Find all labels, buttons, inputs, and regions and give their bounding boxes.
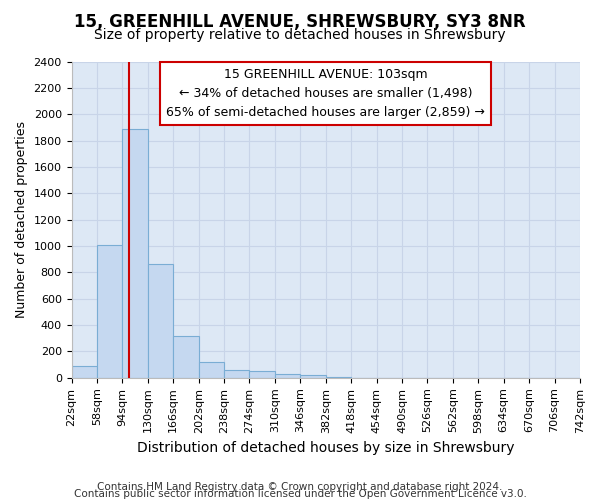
Y-axis label: Number of detached properties: Number of detached properties <box>15 121 28 318</box>
Text: 15, GREENHILL AVENUE, SHREWSBURY, SY3 8NR: 15, GREENHILL AVENUE, SHREWSBURY, SY3 8N… <box>74 12 526 30</box>
Bar <box>275 374 301 378</box>
Text: Contains HM Land Registry data © Crown copyright and database right 2024.: Contains HM Land Registry data © Crown c… <box>97 482 503 492</box>
Bar <box>97 244 122 378</box>
Text: Size of property relative to detached houses in Shrewsbury: Size of property relative to detached ho… <box>94 28 506 42</box>
Bar <box>71 366 97 378</box>
Text: 15 GREENHILL AVENUE: 103sqm
← 34% of detached houses are smaller (1,498)
65% of : 15 GREENHILL AVENUE: 103sqm ← 34% of det… <box>166 68 485 119</box>
Bar <box>122 128 148 378</box>
Text: Contains public sector information licensed under the Open Government Licence v3: Contains public sector information licen… <box>74 489 526 499</box>
Bar <box>173 336 199 378</box>
Bar <box>301 374 326 378</box>
Bar <box>148 264 173 378</box>
Bar <box>250 371 275 378</box>
Bar <box>224 370 250 378</box>
X-axis label: Distribution of detached houses by size in Shrewsbury: Distribution of detached houses by size … <box>137 441 515 455</box>
Bar <box>326 377 351 378</box>
Bar <box>199 362 224 378</box>
